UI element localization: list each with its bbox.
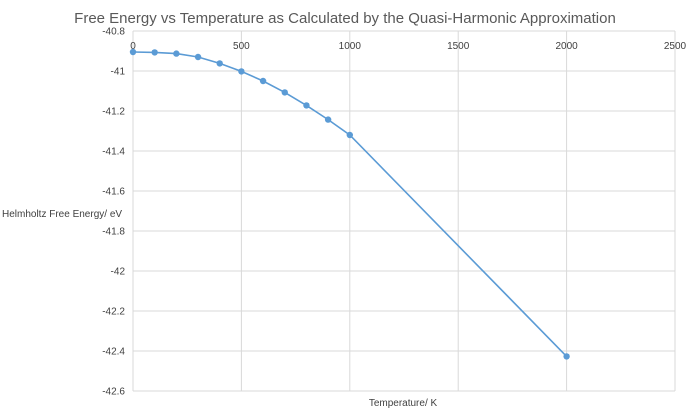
- y-tick-label: -41.4: [102, 147, 125, 158]
- data-point: [303, 102, 310, 109]
- data-point: [129, 48, 137, 56]
- data-point: [324, 116, 332, 123]
- data-point: [238, 68, 245, 75]
- data-point: [346, 131, 353, 139]
- data-point: [151, 49, 158, 56]
- data-point: [194, 53, 202, 61]
- x-tick-label: 1000: [339, 41, 362, 52]
- y-tick-label: -41.2: [102, 107, 125, 118]
- x-tick-label: 2500: [664, 41, 687, 52]
- y-axis-ticks: -40.8 -41 -41.2 -41.4 -41.6 -41.8 -42 -42.2 -42.…: [102, 27, 125, 398]
- x-tick-label: 1500: [447, 41, 470, 52]
- y-tick-label: -42.4: [102, 347, 125, 358]
- data-point: [216, 60, 223, 67]
- x-axis-ticks: 0 500 1000 1500 2000 2500: [130, 41, 686, 52]
- x-tick-label: 0: [130, 41, 136, 52]
- y-tick-label: -41.8: [102, 227, 125, 238]
- y-tick-label: -41: [111, 67, 126, 78]
- data-point: [563, 353, 570, 360]
- x-tick-label: 500: [233, 41, 250, 52]
- data-point: [259, 77, 267, 85]
- y-tick-label: -41.6: [102, 187, 125, 198]
- x-axis-label: Temperature/ K: [369, 398, 438, 409]
- y-tick-label: -40.8: [102, 27, 125, 38]
- chart-title: Free Energy vs Temperature as Calculated…: [74, 10, 616, 27]
- series-free-energy: [129, 48, 570, 360]
- series-line: [132, 51, 568, 357]
- gridlines: [132, 30, 676, 392]
- data-point: [281, 89, 288, 96]
- data-point: [173, 50, 180, 57]
- y-tick-label: -42.6: [102, 387, 125, 398]
- y-tick-label: -42.2: [102, 307, 125, 318]
- y-axis-label: Helmholtz Free Energy/ eV: [2, 209, 122, 220]
- y-tick-label: -42: [111, 267, 126, 278]
- x-tick-label: 2000: [555, 41, 578, 52]
